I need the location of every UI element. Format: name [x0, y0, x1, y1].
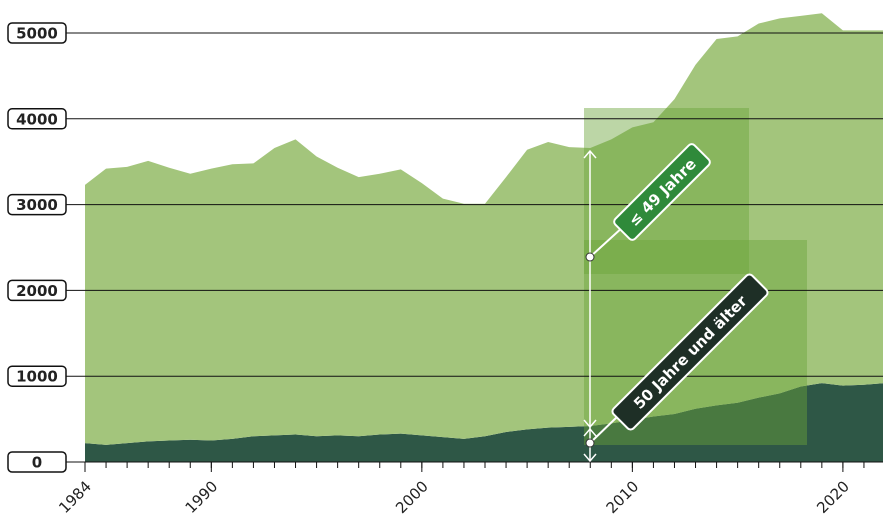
y-tick-box: [7, 365, 67, 387]
legend-box: [611, 273, 769, 431]
y-tick-label: 4000: [16, 110, 58, 128]
y-tick-box: [7, 451, 67, 473]
x-tick-label: 2010: [603, 477, 643, 517]
arrow-head: [583, 427, 597, 437]
area: [85, 13, 883, 445]
x-tick-label: 2000: [392, 477, 432, 517]
x-tick-label: 2020: [813, 477, 853, 517]
y-tick-box: [7, 22, 67, 44]
y-tick-label: 3000: [16, 196, 58, 214]
y-tick-box: [7, 108, 67, 130]
y-tick-label: 0: [32, 454, 42, 472]
leader-line: [589, 415, 619, 444]
x-tick-label: 1984: [55, 477, 95, 517]
y-tick-box: [7, 193, 67, 216]
arrow-head: [583, 453, 597, 463]
legend-box: [613, 143, 711, 241]
leader-dot: [585, 438, 595, 448]
x-tick-label: 1990: [182, 477, 222, 517]
y-tick-label: 2000: [16, 282, 58, 300]
y-tick-box: [7, 279, 67, 302]
y-tick-label: 5000: [16, 25, 58, 43]
y-tick-label: 1000: [16, 368, 58, 386]
arrow-head: [583, 149, 597, 159]
leader-line: [589, 225, 625, 258]
leader-dot: [585, 252, 595, 262]
arrow-head: [583, 419, 597, 429]
area: [85, 383, 883, 462]
